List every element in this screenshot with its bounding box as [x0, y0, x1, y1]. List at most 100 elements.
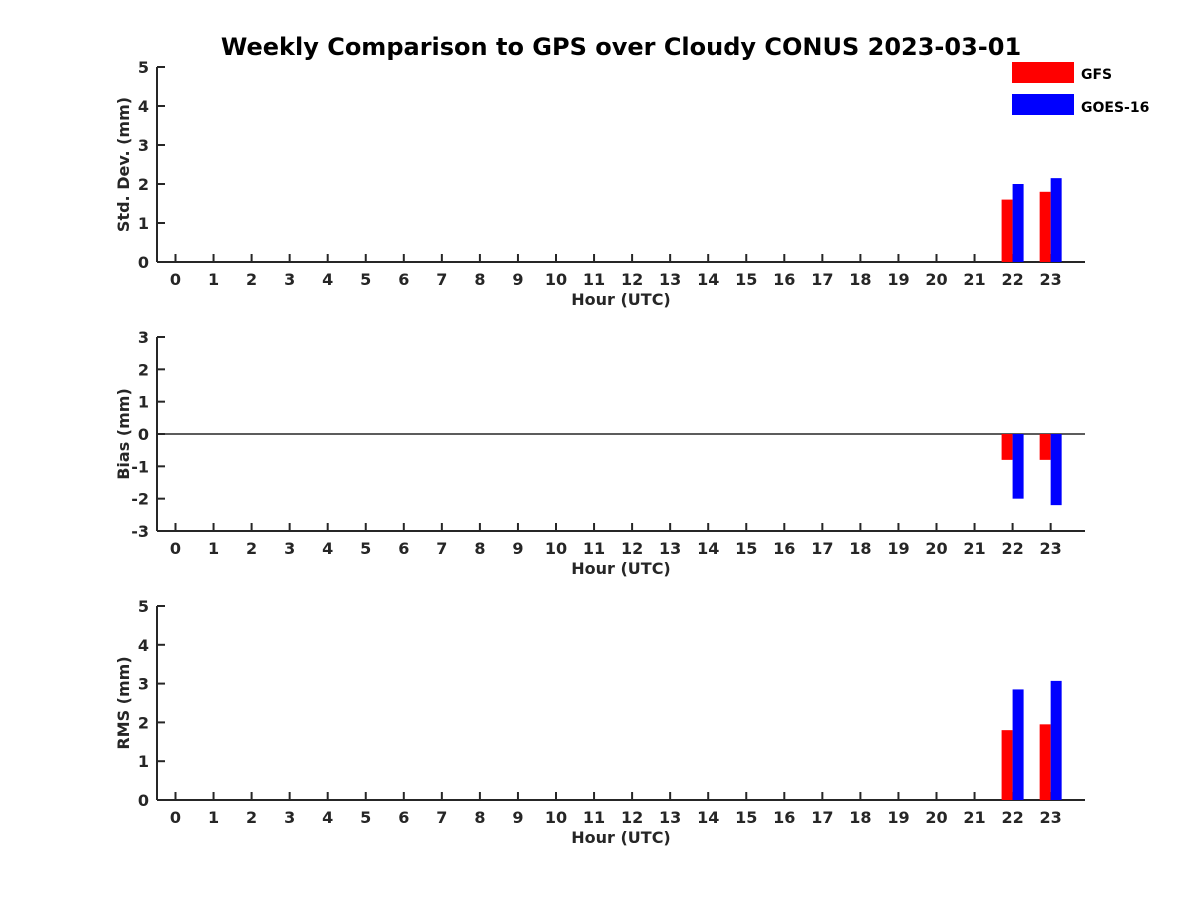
x-tick-label: 2 — [246, 808, 257, 827]
x-tick-label: 13 — [659, 270, 681, 289]
x-tick-label: 4 — [322, 270, 333, 289]
x-tick-label: 2 — [246, 539, 257, 558]
x-tick-label: 11 — [583, 808, 605, 827]
x-tick-label: 6 — [398, 539, 409, 558]
bar-rms-goes16-23 — [1050, 680, 1062, 800]
y-tick-label: 5 — [138, 58, 149, 77]
x-tick-label: 7 — [436, 539, 447, 558]
x-tick-label: 9 — [512, 270, 523, 289]
x-tick-label: 15 — [735, 270, 757, 289]
x-tick-label: 1 — [208, 270, 219, 289]
y-axis-label: Bias (mm) — [114, 388, 133, 480]
x-tick-label: 16 — [773, 808, 795, 827]
x-tick-label: 17 — [811, 808, 833, 827]
x-axis-label: Hour (UTC) — [571, 290, 671, 309]
y-tick-label: 1 — [138, 752, 149, 771]
x-tick-label: 14 — [697, 270, 719, 289]
x-tick-label: 19 — [887, 539, 909, 558]
x-tick-label: 0 — [170, 539, 181, 558]
x-tick-label: 8 — [474, 270, 485, 289]
y-tick-label: 3 — [138, 328, 149, 347]
x-tick-label: 21 — [963, 539, 985, 558]
y-tick-label: 5 — [138, 597, 149, 616]
x-tick-label: 12 — [621, 808, 643, 827]
y-tick-label: 2 — [138, 713, 149, 732]
bar-bias-goes16-23 — [1050, 434, 1062, 506]
x-tick-label: 20 — [925, 270, 947, 289]
x-tick-label: 23 — [1040, 808, 1062, 827]
x-tick-label: 7 — [436, 808, 447, 827]
y-tick-label: 2 — [138, 360, 149, 379]
legend-label-goes16: GOES-16 — [1081, 100, 1149, 116]
x-tick-label: 13 — [659, 808, 681, 827]
bar-rms-gfs-22 — [1001, 730, 1013, 800]
bar-std-goes16-22 — [1012, 184, 1024, 262]
x-tick-label: 9 — [512, 808, 523, 827]
x-axis-label: Hour (UTC) — [571, 828, 671, 847]
x-tick-label: 3 — [284, 808, 295, 827]
y-axis-label: RMS (mm) — [114, 656, 133, 749]
legend-swatch-gfs — [1012, 62, 1074, 83]
bar-std-gfs-22 — [1001, 199, 1013, 262]
x-tick-label: 10 — [545, 270, 567, 289]
y-axis-label: Std. Dev. (mm) — [114, 97, 133, 232]
chart-title: Weekly Comparison to GPS over Cloudy CON… — [221, 33, 1021, 61]
x-axis-label: Hour (UTC) — [571, 559, 671, 578]
x-tick-label: 0 — [170, 808, 181, 827]
y-tick-label: 1 — [138, 393, 149, 412]
y-tick-label: -3 — [131, 522, 149, 541]
x-tick-label: 10 — [545, 539, 567, 558]
x-tick-label: 23 — [1040, 270, 1062, 289]
x-tick-label: 5 — [360, 270, 371, 289]
bar-rms-gfs-23 — [1039, 724, 1051, 800]
x-tick-label: 12 — [621, 270, 643, 289]
x-tick-label: 12 — [621, 539, 643, 558]
x-tick-label: 22 — [1001, 808, 1023, 827]
x-tick-label: 19 — [887, 270, 909, 289]
x-tick-label: 5 — [360, 808, 371, 827]
x-tick-label: 11 — [583, 539, 605, 558]
x-tick-label: 18 — [849, 808, 871, 827]
x-tick-label: 8 — [474, 539, 485, 558]
y-tick-label: 2 — [138, 175, 149, 194]
legend-label-gfs: GFS — [1081, 67, 1112, 83]
x-tick-label: 3 — [284, 539, 295, 558]
y-tick-label: 0 — [138, 425, 149, 444]
bar-bias-goes16-22 — [1012, 434, 1024, 499]
x-tick-label: 7 — [436, 270, 447, 289]
legend-swatch-goes16 — [1012, 94, 1074, 115]
x-tick-label: 14 — [697, 808, 719, 827]
bar-bias-gfs-22 — [1001, 434, 1013, 460]
x-tick-label: 5 — [360, 539, 371, 558]
x-tick-label: 17 — [811, 270, 833, 289]
x-tick-label: 18 — [849, 270, 871, 289]
x-tick-label: 9 — [512, 539, 523, 558]
y-tick-label: -1 — [131, 457, 149, 476]
y-tick-label: -2 — [131, 490, 149, 509]
x-tick-label: 11 — [583, 270, 605, 289]
y-tick-label: 0 — [138, 791, 149, 810]
x-tick-label: 0 — [170, 270, 181, 289]
x-tick-label: 20 — [925, 539, 947, 558]
x-tick-label: 13 — [659, 539, 681, 558]
x-tick-label: 1 — [208, 539, 219, 558]
bar-std-goes16-23 — [1050, 178, 1062, 262]
x-tick-label: 14 — [697, 539, 719, 558]
y-tick-label: 3 — [138, 136, 149, 155]
x-tick-label: 18 — [849, 539, 871, 558]
x-tick-label: 1 — [208, 808, 219, 827]
y-tick-label: 3 — [138, 675, 149, 694]
x-tick-label: 21 — [963, 808, 985, 827]
x-tick-label: 6 — [398, 270, 409, 289]
x-tick-label: 16 — [773, 270, 795, 289]
x-tick-label: 4 — [322, 539, 333, 558]
x-tick-label: 4 — [322, 808, 333, 827]
x-tick-label: 21 — [963, 270, 985, 289]
x-tick-label: 23 — [1040, 539, 1062, 558]
y-tick-label: 4 — [138, 636, 149, 655]
